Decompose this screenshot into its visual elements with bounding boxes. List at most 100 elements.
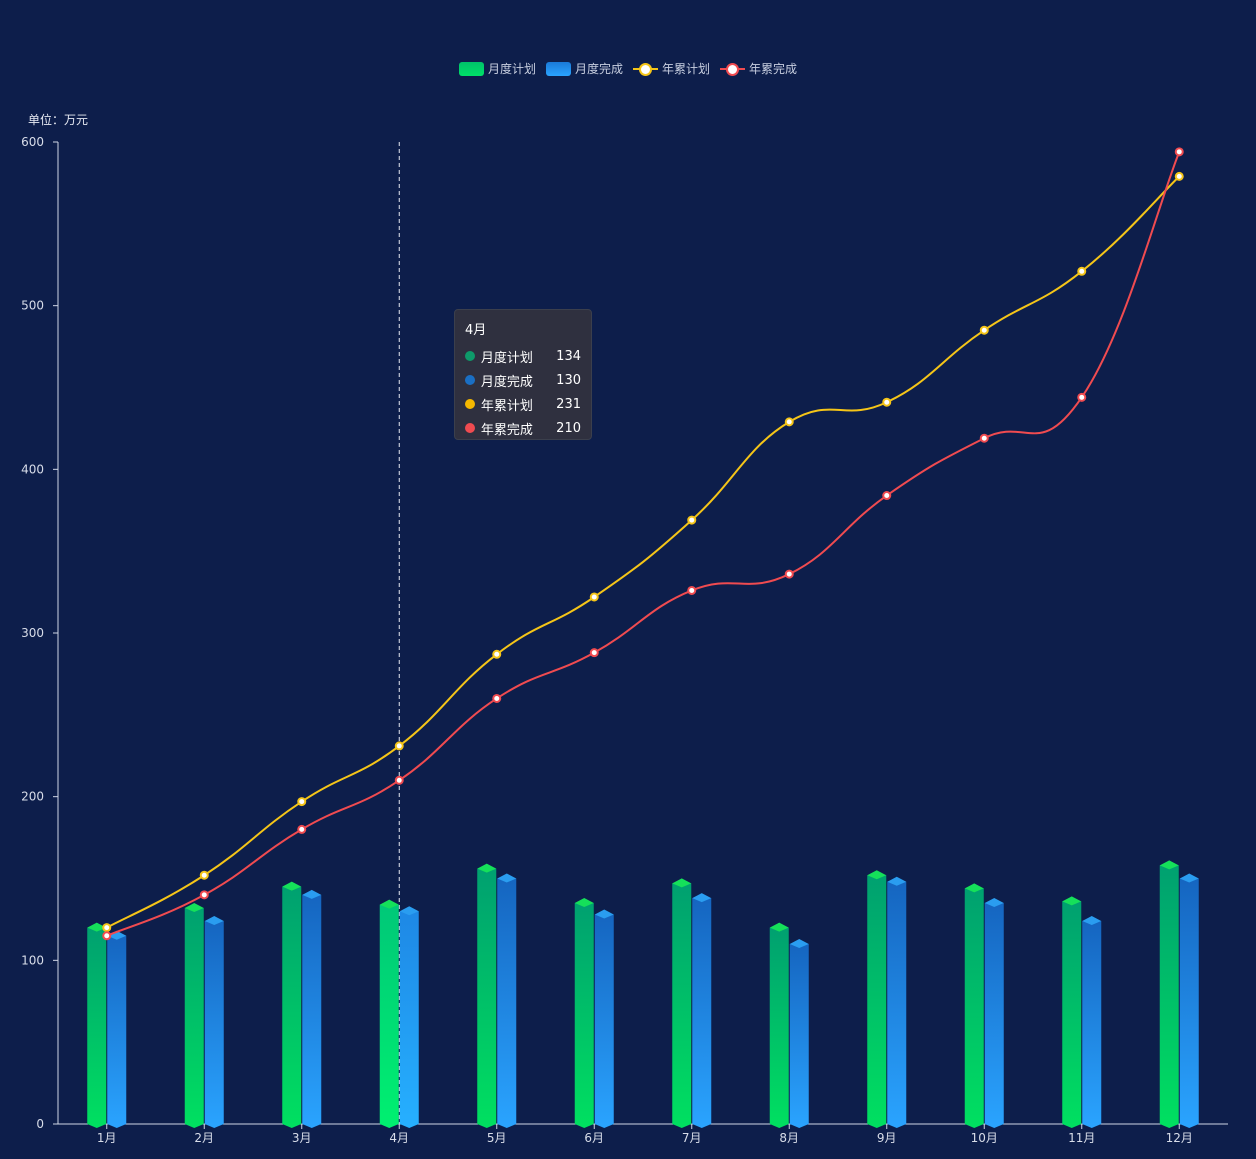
cum-plan-point[interactable] (1174, 171, 1184, 181)
cum-plan-point[interactable] (687, 515, 697, 525)
done-bar-top (887, 876, 907, 886)
plan-bar[interactable] (574, 898, 594, 1128)
plan-bar-top (282, 881, 302, 891)
cum-done-point[interactable] (102, 931, 112, 941)
cum-done-point[interactable] (687, 585, 697, 595)
done-bar[interactable] (497, 873, 517, 1129)
cum-plan-point[interactable] (784, 417, 794, 427)
plan-bar-top (87, 922, 107, 932)
cum-plan-point[interactable] (1077, 266, 1087, 276)
cum-plan-point[interactable] (979, 325, 989, 335)
done-bar-top (984, 898, 1004, 908)
plan-bar-body (769, 927, 789, 1128)
plan-bar[interactable] (477, 863, 497, 1128)
tooltip-series-name: 月度完成 (480, 374, 533, 390)
y-tick-label: 100 (21, 953, 44, 967)
done-bar[interactable] (789, 938, 809, 1128)
plan-bar[interactable] (282, 881, 302, 1128)
legend-label: 年累完成 (749, 62, 798, 76)
cum-done-point[interactable] (297, 824, 307, 834)
plan-bar-top (672, 878, 692, 888)
done-bar-body (399, 911, 419, 1128)
plan-bar[interactable] (672, 878, 692, 1128)
plan-bar[interactable] (87, 922, 107, 1128)
done-bar[interactable] (1082, 916, 1102, 1128)
cum-plan-point[interactable] (199, 870, 209, 880)
done-bar-body (887, 881, 907, 1128)
plan-bar-body (87, 927, 107, 1128)
done-bar-body (302, 894, 322, 1128)
series-dot-icon (465, 375, 475, 385)
tooltip-series-value: 210 (556, 420, 581, 436)
plan-bar[interactable] (184, 902, 204, 1128)
done-bar[interactable] (887, 876, 907, 1128)
y-tick-label: 0 (36, 1117, 44, 1131)
plan-bar[interactable] (1062, 896, 1082, 1128)
plan-bar-body (282, 886, 302, 1128)
tooltip-row: 年累计划 231 (465, 392, 581, 416)
x-tick-label: 12月 (1166, 1131, 1193, 1145)
done-bar[interactable] (984, 898, 1004, 1128)
line-swatch-icon (720, 62, 746, 76)
done-bar[interactable] (692, 893, 712, 1128)
legend-label: 年累计划 (662, 62, 711, 76)
cum-plan-point[interactable] (882, 397, 892, 407)
cum-plan-point[interactable] (589, 592, 599, 602)
plan-bar[interactable] (1159, 860, 1179, 1128)
done-bar[interactable] (1179, 873, 1199, 1129)
plan-bar[interactable] (769, 922, 789, 1128)
plan-bar-top (769, 922, 789, 932)
legend-item-plan[interactable]: 月度计划 (458, 60, 536, 77)
plan-bar-body (964, 888, 984, 1128)
legend-label: 月度计划 (487, 62, 536, 76)
tooltip-series-name: 年累完成 (480, 422, 533, 438)
cum-done-line (106, 151, 1181, 937)
legend-item-cum-done[interactable]: 年累完成 (720, 60, 797, 77)
cum-plan-point[interactable] (492, 649, 502, 659)
plan-bar[interactable] (867, 870, 887, 1128)
done-bar[interactable] (204, 916, 224, 1128)
cum-done-point[interactable] (882, 491, 892, 501)
cum-plan-point[interactable] (297, 797, 307, 807)
legend-item-cum-plan[interactable]: 年累计划 (633, 60, 710, 77)
plan-bar-top (964, 883, 984, 893)
y-tick-label: 300 (21, 626, 44, 640)
plan-bar[interactable] (964, 883, 984, 1128)
cum-done-point[interactable] (492, 693, 502, 703)
done-bar-body (692, 898, 712, 1128)
x-tick-label: 5月 (487, 1131, 507, 1145)
done-bar[interactable] (302, 889, 322, 1128)
plan-bar[interactable] (379, 899, 399, 1128)
cum-done-point[interactable] (589, 648, 599, 658)
tooltip-series-value: 231 (556, 396, 581, 412)
tooltip-row: 月度完成 130 (465, 368, 581, 392)
plan-bar-top (1159, 860, 1179, 870)
legend-item-done[interactable]: 月度完成 (545, 60, 623, 77)
cum-done-point[interactable] (1077, 392, 1087, 402)
x-tick-label: 10月 (971, 1131, 998, 1145)
done-bar-top (789, 938, 809, 948)
cum-plan-point[interactable] (394, 741, 404, 751)
cum-done-point[interactable] (199, 890, 209, 900)
tooltip-row: 月度计划 134 (465, 344, 581, 368)
done-bar[interactable] (399, 906, 419, 1128)
done-bar-body (789, 943, 809, 1128)
series-dot-icon (465, 423, 475, 433)
plan-bar-body (672, 883, 692, 1128)
x-tick-label: 3月 (292, 1131, 312, 1145)
series-dot-icon (465, 399, 475, 409)
cum-done-point[interactable] (979, 433, 989, 443)
done-bar-body (984, 903, 1004, 1128)
done-bar[interactable] (594, 909, 614, 1128)
plan-bar-top (379, 899, 399, 909)
plan-bar-body (574, 903, 594, 1128)
cum-plan-point[interactable] (102, 923, 112, 933)
done-bar-body (1179, 878, 1199, 1128)
cum-done-point[interactable] (1174, 147, 1184, 157)
done-bar[interactable] (107, 930, 127, 1128)
done-bar-body (594, 914, 614, 1128)
tooltip-series-name: 年累计划 (480, 398, 533, 414)
cum-done-point[interactable] (784, 569, 794, 579)
cum-done-point[interactable] (394, 775, 404, 785)
